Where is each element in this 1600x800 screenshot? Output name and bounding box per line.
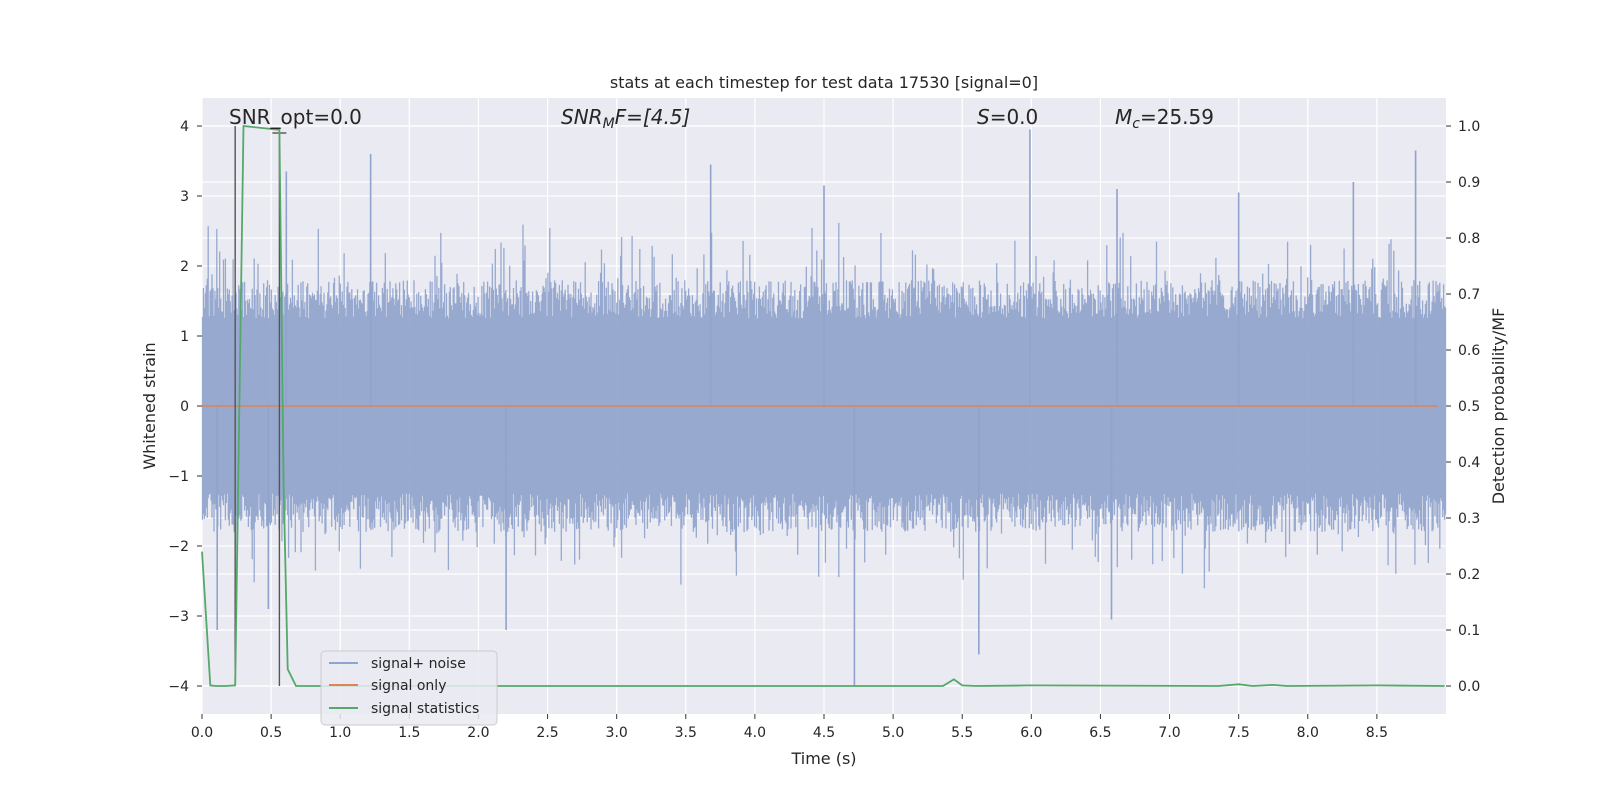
x-tick-label: 4.5 xyxy=(813,725,835,741)
annotation-s: S=0.0 xyxy=(977,105,1038,129)
x-tick-label: 1.0 xyxy=(329,725,351,741)
x-tick-label: 3.0 xyxy=(606,725,628,741)
y-right-tick-label: 0.4 xyxy=(1458,455,1480,471)
x-tick-label: 5.0 xyxy=(882,725,904,741)
y-tick-label: −3 xyxy=(168,609,189,625)
x-tick-label: 0.0 xyxy=(191,725,213,741)
legend-label-signal-noise: signal+ noise xyxy=(371,656,466,672)
y-right-tick-label: 0.3 xyxy=(1458,511,1480,527)
y-tick-label: −4 xyxy=(168,679,189,695)
y-right-tick-label: 0.0 xyxy=(1458,679,1480,695)
y-right-tick-label: 0.7 xyxy=(1458,287,1480,303)
y-right-tick-label: 0.2 xyxy=(1458,567,1480,583)
y-tick-label: −1 xyxy=(168,469,189,485)
legend: signal+ noise signal only signal statist… xyxy=(320,650,498,726)
y-right-tick-label: 0.8 xyxy=(1458,231,1480,247)
y-tick-label: 3 xyxy=(180,189,189,205)
y-right-tick-label: 0.9 xyxy=(1458,175,1480,191)
annotation-snr-mf: SNRMF=[4.5] xyxy=(561,105,690,132)
x-axis-label: Time (s) xyxy=(790,749,856,768)
y-tick-label: 2 xyxy=(180,259,189,275)
y-axis-label: Whitened strain xyxy=(140,342,159,469)
y-right-tick-label: 0.6 xyxy=(1458,343,1480,359)
x-tick-label: 1.5 xyxy=(398,725,420,741)
x-tick-label: 2.0 xyxy=(467,725,489,741)
x-tick-label: 7.0 xyxy=(1158,725,1180,741)
x-tick-label: 2.5 xyxy=(536,725,558,741)
legend-label-signal-statistics: signal statistics xyxy=(371,701,479,717)
legend-label-signal-only: signal only xyxy=(371,678,446,694)
chart-title: stats at each timestep for test data 175… xyxy=(610,73,1038,92)
x-tick-label: 8.0 xyxy=(1297,725,1319,741)
annotation-mc: Mc=25.59 xyxy=(1115,105,1214,132)
x-tick-label: 8.5 xyxy=(1366,725,1388,741)
x-tick-label: 5.5 xyxy=(951,725,973,741)
annotation-snr-opt: SNR_opt=0.0 xyxy=(229,105,362,129)
x-tick-label: 4.0 xyxy=(744,725,766,741)
tick-labels: 0.0 0.5 1.0 1.5 2.0 2.5 3.0 3.5 4.0 4.5 5.0 5.5 6.0 6… xyxy=(168,119,1480,741)
series-signal-noise xyxy=(201,129,1447,686)
y-tick-label: 1 xyxy=(180,329,189,345)
series-signal-statistics xyxy=(201,124,1445,687)
y-right-tick-label: 0.1 xyxy=(1458,623,1480,639)
x-tick-label: 7.5 xyxy=(1228,725,1250,741)
y-axis-right-label: Detection probability/MF xyxy=(1489,308,1508,505)
y-tick-label: −2 xyxy=(168,539,189,555)
y-tick-label: 4 xyxy=(180,119,189,135)
y-right-tick-label: 1.0 xyxy=(1458,119,1480,135)
x-tick-label: 0.5 xyxy=(260,725,282,741)
x-tick-label: 3.5 xyxy=(675,725,697,741)
y-tick-label: 0 xyxy=(180,399,189,415)
y-right-tick-label: 0.5 xyxy=(1458,399,1480,415)
legend-box xyxy=(320,650,498,726)
signal-statistics-line xyxy=(201,124,1445,687)
x-tick-label: 6.5 xyxy=(1089,725,1111,741)
x-tick-label: 6.0 xyxy=(1020,725,1042,741)
